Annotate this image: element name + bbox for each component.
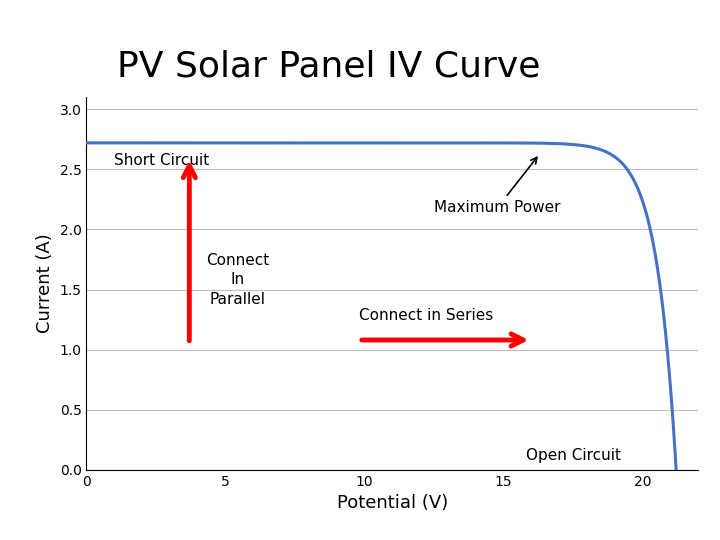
Text: Maximum Power: Maximum Power (434, 157, 561, 215)
Text: Open Circuit: Open Circuit (526, 448, 621, 463)
Y-axis label: Current (A): Current (A) (36, 234, 54, 333)
Text: Connect
In
Parallel: Connect In Parallel (206, 253, 269, 307)
X-axis label: Potential (V): Potential (V) (337, 494, 448, 512)
Text: Short Circuit: Short Circuit (114, 153, 210, 168)
Text: Connect in Series: Connect in Series (359, 308, 493, 323)
Text: PV Solar Panel IV Curve: PV Solar Panel IV Curve (117, 49, 541, 83)
